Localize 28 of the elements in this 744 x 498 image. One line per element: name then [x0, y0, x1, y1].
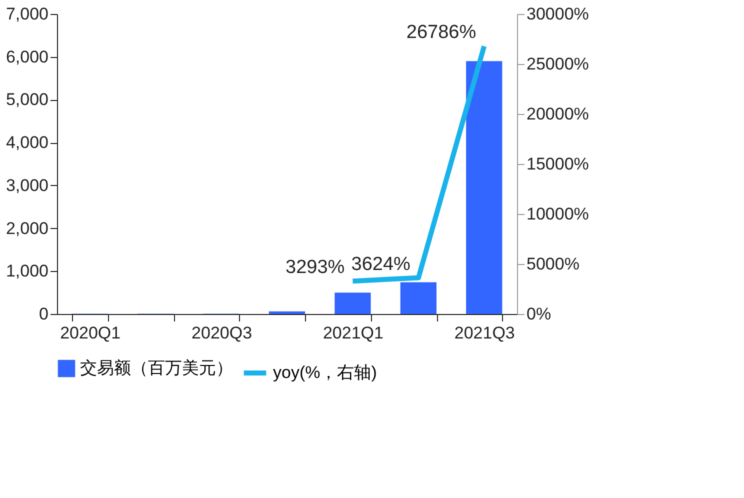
- y-tick-label: 1,000: [6, 262, 48, 281]
- bar: [334, 292, 371, 314]
- y2-tick-label: 0%: [526, 304, 552, 324]
- legend-label: yoy(%，右轴): [273, 363, 377, 382]
- y2-tick-label: 20000%: [526, 104, 589, 124]
- x-tick-label: 2020Q3: [192, 324, 252, 342]
- bar: [466, 61, 502, 314]
- y-tick-label: 4,000: [6, 133, 48, 152]
- y-tick-label: 5,000: [6, 90, 48, 110]
- x-tick-label: 2021Q1: [322, 324, 384, 342]
- y2-tick-label: 25000%: [526, 54, 589, 74]
- y2-tick-label: 15000%: [526, 154, 589, 174]
- data-label: 3624%: [351, 254, 411, 275]
- y2-tick-label: 10000%: [526, 204, 589, 224]
- y2-tick-label: 5000%: [526, 254, 580, 274]
- y-tick-label: 2,000: [6, 218, 48, 238]
- x-tick-label: 2021Q3: [454, 324, 515, 342]
- y-tick-label: 6,000: [6, 47, 48, 66]
- data-label: 3293%: [286, 257, 345, 278]
- y-tick-label: 0: [39, 304, 48, 324]
- x-tick-label: 2020Q1: [60, 324, 121, 342]
- legend-label: 交易额（百万美元）: [80, 358, 233, 378]
- y-tick-label: 3,000: [6, 176, 48, 195]
- y2-tick-label: 30000%: [526, 4, 589, 24]
- bar: [268, 311, 306, 314]
- data-label: 26786%: [406, 22, 476, 44]
- y-tick-label: 7,000: [6, 4, 48, 24]
- bar: [400, 282, 436, 314]
